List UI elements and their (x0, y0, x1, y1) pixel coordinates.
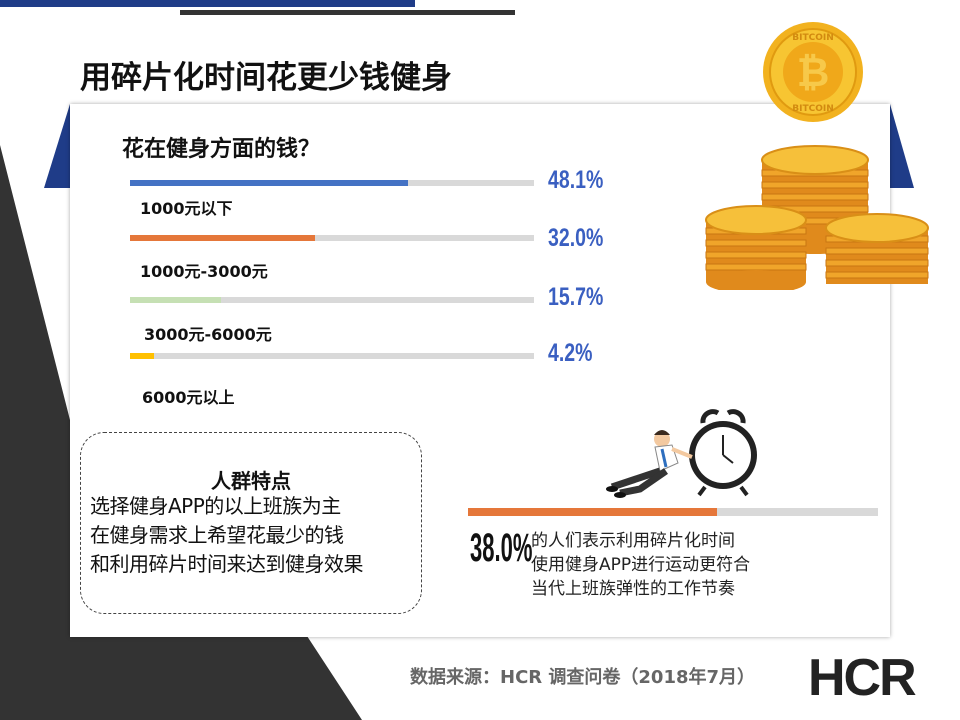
trait-line: 在健身需求上希望花最少的钱 (90, 523, 344, 547)
category-label: 1000元以下 (140, 199, 233, 218)
bar-track (130, 353, 534, 359)
content-card (70, 104, 890, 637)
dark-corner-shape (0, 145, 362, 720)
businessman-icon (606, 430, 693, 498)
trait-line: 和利用碎片时间来达到健身效果 (90, 552, 364, 576)
stat-text-line: 当代上班族弹性的工作节奏 (531, 579, 735, 599)
coin-stack-left (705, 205, 807, 290)
bitcoin-coins-illustration: ₿ BITCOIN BITCOIN (705, 22, 929, 290)
traits-box (80, 432, 422, 614)
coin-stack-right (825, 213, 929, 284)
bar-track (130, 297, 534, 303)
bar-value-label: 4.2% (548, 339, 593, 367)
category-label: 1000元-3000元 (140, 262, 268, 281)
blue-right-triangle (890, 104, 914, 188)
bitcoin-icon: ₿ BITCOIN BITCOIN (763, 22, 863, 122)
bar-fill (130, 353, 155, 359)
stat-bar-track (468, 508, 878, 516)
category-label: 3000元-6000元 (144, 325, 272, 344)
stat-bar-fill (468, 508, 718, 516)
category-label: 6000元以上 (142, 388, 235, 407)
bar-track (130, 235, 534, 241)
chart-title: 花在健身方面的钱？ (122, 137, 321, 162)
stat-text-line: 的人们表示利用碎片化时间 (531, 531, 735, 551)
alarm-clock-icon (689, 409, 757, 497)
coin-text: BITCOIN (792, 104, 833, 114)
stat-value: 38.0% (470, 526, 533, 570)
traits-title: 人群特点 (211, 469, 291, 493)
bar-track (130, 180, 534, 186)
top-accent-bar-blue (0, 0, 415, 7)
stat-text-line: 使用健身APP进行运动更符合 (531, 555, 751, 575)
businessman-clock-illustration (606, 409, 757, 498)
source-note: 数据来源：HCR 调查问卷（2018年7月） (410, 667, 756, 688)
slide-title: 用碎片化时间花更少钱健身 (80, 60, 452, 96)
brand-logo: HCR (808, 649, 917, 707)
bar-fill (130, 180, 408, 186)
coin-text: BITCOIN (792, 33, 833, 43)
bar-fill (130, 235, 315, 241)
bar-value-label: 15.7% (548, 283, 604, 311)
blue-left-triangle (44, 104, 70, 188)
top-accent-bar-dark (180, 10, 515, 15)
bar-fill (130, 297, 221, 303)
svg-text:₿: ₿ (797, 50, 830, 96)
bar-value-label: 48.1% (548, 166, 604, 194)
bar-value-label: 32.0% (548, 224, 604, 252)
trait-line: 选择健身APP的以上班族为主 (90, 494, 341, 518)
